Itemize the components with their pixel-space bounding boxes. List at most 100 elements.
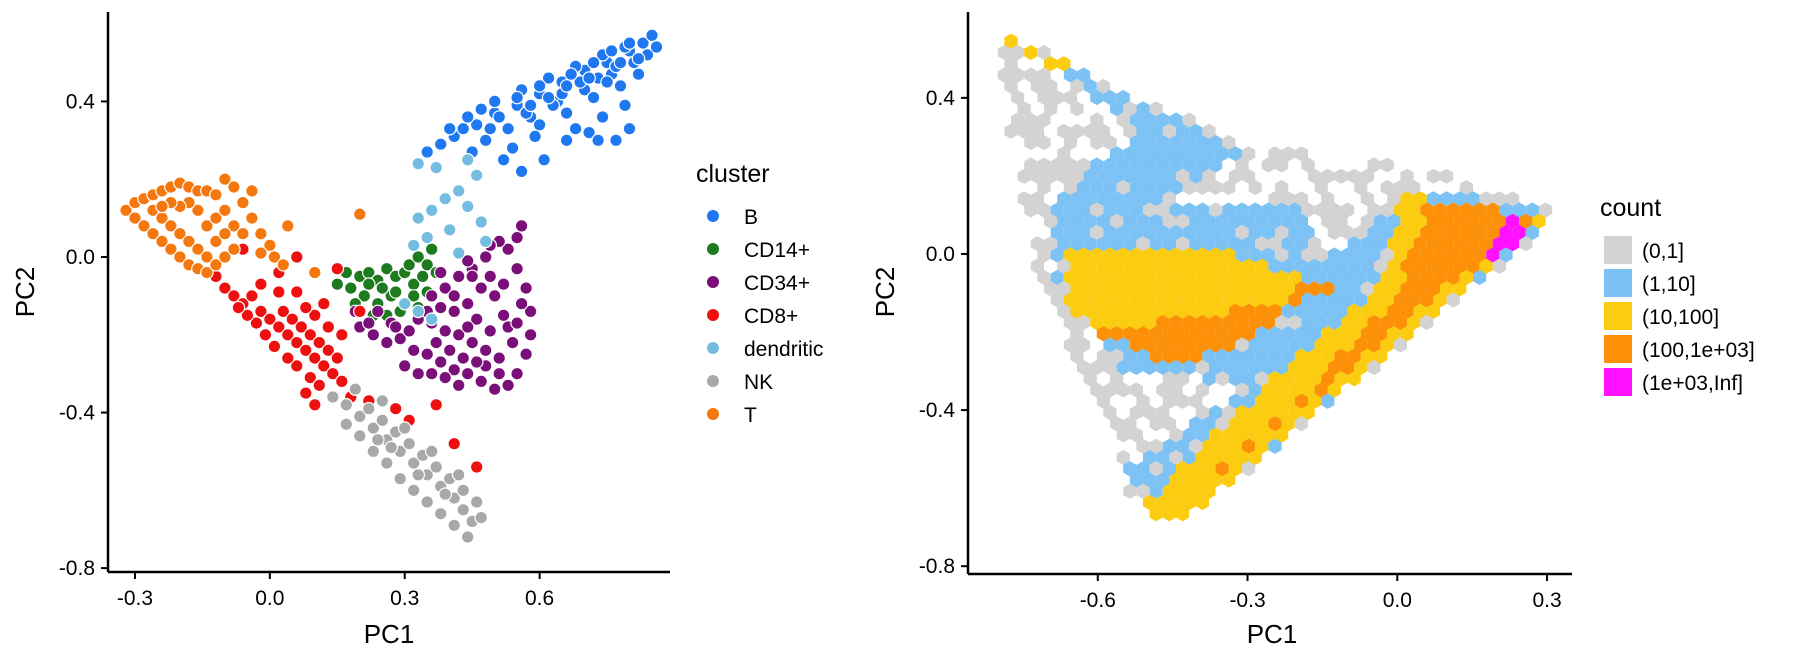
- hex-cell--100-1e-03-: [1294, 281, 1308, 297]
- hex-cell--10-100-: [1374, 348, 1388, 364]
- hex-cell--1-10-: [1281, 303, 1295, 319]
- hex-cell--1-10-: [1096, 213, 1110, 229]
- point-b-45: [622, 121, 637, 136]
- hex-cell--10-100-: [1123, 281, 1137, 297]
- hex-cell--10-100-: [1129, 269, 1143, 286]
- point-dendritic-8: [460, 199, 475, 214]
- scatter-x-tick-label: 0.0: [255, 587, 284, 610]
- hex-cell--100-1e-03-: [1440, 236, 1454, 252]
- hex-cell--100-1e-03-: [1459, 247, 1473, 263]
- point-cd8-30: [321, 320, 336, 334]
- point-cd8-19: [258, 327, 273, 342]
- hex-cell--0-1-: [1044, 236, 1058, 252]
- hex-cell--10-100-: [1070, 303, 1084, 319]
- point-t-32: [200, 250, 214, 264]
- hexbin-y-ticks: -0.8 -0.4 0.0 0.4: [919, 87, 968, 578]
- hex-cell--1-10-: [1103, 89, 1117, 106]
- hex-cell--10-100-: [1387, 281, 1401, 297]
- hex-cell--1-10-: [1110, 146, 1124, 162]
- hex-cell--10-100-: [1426, 303, 1440, 319]
- hex-cell--0-1-: [1314, 179, 1328, 196]
- hex-cell--100-1e-03-: [1407, 269, 1421, 286]
- hex-cell--100-1e-03-: [1215, 326, 1229, 342]
- hex-cell--1-10-: [1189, 168, 1203, 184]
- point-t-47: [218, 226, 232, 241]
- point-cd34-62: [492, 366, 506, 381]
- hex-cell--10-100-: [1532, 213, 1546, 229]
- hex-cell--0-1-: [1308, 236, 1322, 252]
- hex-cell--10-100-: [1228, 416, 1242, 432]
- scatter-x-ticks: -0.3 0.0 0.3 0.6: [117, 572, 554, 610]
- hex-cell--100-1e-03-: [1347, 348, 1361, 364]
- point-cd8-9: [289, 335, 304, 350]
- point-nk-15: [420, 495, 434, 509]
- hex-cell--0-1-: [1360, 168, 1374, 184]
- hex-cell--100-1e-03-: [1420, 224, 1434, 241]
- hex-cell--0-1-: [1037, 89, 1051, 106]
- point-cd34-63: [469, 355, 484, 369]
- hex-cells: [997, 33, 1553, 522]
- hex-cell--100-1e-03-: [1215, 461, 1229, 477]
- hex-cell--1-10-: [1466, 191, 1480, 207]
- point-cd8-5: [254, 304, 268, 319]
- hex-cell--0-1-: [1162, 371, 1176, 387]
- point-nk-32: [397, 421, 412, 435]
- hex-cell--10-100-: [1129, 292, 1143, 308]
- hex-cell--10-100-: [1407, 314, 1421, 331]
- hex-cell--1-10-: [1156, 112, 1170, 128]
- hex-cell--0-1-: [1103, 134, 1117, 151]
- hex-cell--10-100-: [1228, 461, 1242, 477]
- point-cd14-22: [420, 257, 434, 272]
- hex-cell--10-100-: [1189, 258, 1203, 274]
- hex-cell--0-1-: [1057, 303, 1071, 319]
- hex-cell--0-1-: [1327, 202, 1341, 218]
- hex-cell--10-100-: [1228, 438, 1242, 454]
- point-cd34-26: [424, 289, 439, 303]
- hex-cell--1-10-: [1228, 371, 1242, 387]
- hex-cell--10-100-: [1195, 292, 1209, 308]
- hex-cell--100-1e-03-: [1321, 371, 1335, 387]
- hex-cell--10-100-: [1393, 224, 1407, 241]
- point-b-3: [456, 121, 470, 136]
- point-dendritic-3: [469, 168, 484, 183]
- hex-cell--0-1-: [1011, 89, 1025, 106]
- hex-cell--0-1-: [997, 67, 1011, 83]
- point-nk-21: [339, 417, 354, 431]
- hex-cell--100-1e-03-: [1380, 314, 1394, 331]
- scatter-legend: cluster B CD14+ CD34+ CD8+ dendritic NK T: [696, 160, 823, 427]
- hex-cell--100-1e-03-: [1248, 314, 1262, 331]
- point-cd8-12: [316, 359, 331, 373]
- hex-cell--100-1e-03-: [1446, 224, 1460, 241]
- hex-cell--10-100-: [1149, 258, 1163, 274]
- hex-cell--100-1e-03-: [1176, 326, 1190, 342]
- hex-cell--1-10-: [1314, 292, 1328, 308]
- point-cd34-30: [451, 327, 466, 342]
- point-cd14-24: [375, 281, 390, 295]
- hex-cell--1-10-: [1195, 224, 1209, 241]
- point-b-34: [568, 121, 583, 136]
- hex-cell--100-1e-03-: [1294, 393, 1308, 409]
- point-cd8-6: [263, 312, 277, 326]
- hex-cell--0-1-: [1136, 393, 1150, 409]
- hex-cell--1-10-: [1195, 134, 1209, 151]
- hex-cell--1-10-: [1136, 146, 1150, 162]
- point-b-39: [514, 164, 529, 179]
- hex-cell--10-100-: [1182, 269, 1196, 286]
- hexbin-legend-key: [1604, 302, 1632, 330]
- hex-cell--100-1e-03-: [1360, 326, 1374, 342]
- hex-cell--0-1-: [1334, 213, 1348, 229]
- hex-cell--1-10-: [1202, 213, 1216, 229]
- hex-cell--10-100-: [1209, 472, 1223, 488]
- hex-cell--100-1e-03-: [1143, 337, 1157, 353]
- hex-cell--1-10-: [1143, 472, 1157, 488]
- hex-cell--0-1-: [1327, 224, 1341, 241]
- point-cd14-9: [415, 269, 430, 284]
- scatter-x-tick-label: 0.3: [390, 587, 419, 610]
- point-cd34-64: [460, 320, 475, 334]
- hex-cell--10-100-: [1261, 382, 1275, 398]
- hex-cell--10-100-: [1169, 494, 1183, 511]
- point-cd8-31: [307, 308, 322, 323]
- hex-cell--100-1e-03-: [1453, 258, 1467, 274]
- hex-cell--10-100-: [1222, 427, 1236, 443]
- hexbin-x-axis-title: PC1: [1247, 619, 1298, 649]
